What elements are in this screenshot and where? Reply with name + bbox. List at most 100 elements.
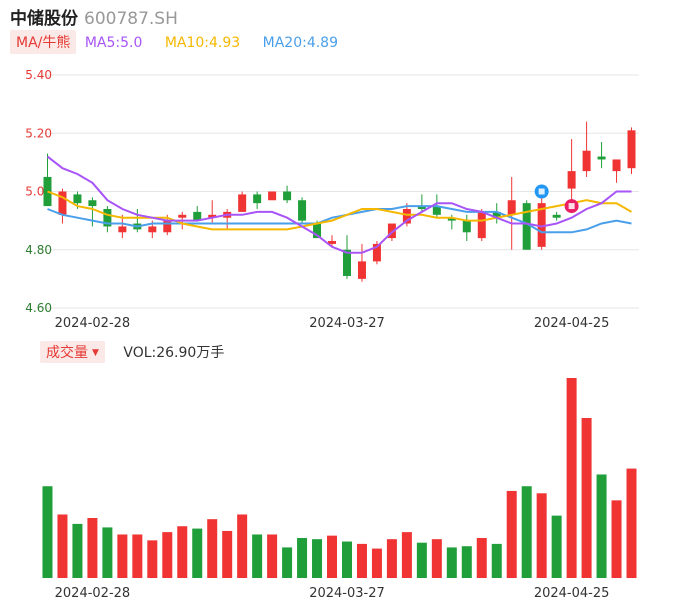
candle-body [313,223,322,239]
volume-bar [476,538,487,578]
candle-body [268,191,277,201]
event-marker-glyph [538,188,545,195]
candle-body [342,249,351,276]
volume-bar [551,515,562,578]
caret-down-icon: ▼ [92,348,99,358]
volume-bar [117,534,128,578]
volume-bar [72,523,83,578]
volume-bar [87,518,98,578]
volume-x-tick-label: 2024-03-27 [309,586,385,601]
volume-bar [42,486,53,578]
stock-header: 中储股份 600787.SH [10,4,178,29]
candle-body [537,203,546,247]
price-x-tick-label: 2024-02-28 [55,316,131,331]
volume-bar [446,547,457,578]
volume-bar [162,532,173,578]
candle-body [552,214,561,218]
candle-body [118,226,127,233]
candle-body [88,200,97,207]
candle-body [597,156,606,160]
ma20-line [47,205,632,234]
volume-bar [506,490,517,578]
candle-body [298,200,307,221]
volume-bar [237,514,248,578]
volume-bar [267,534,278,578]
volume-bar [222,530,233,578]
candle-body [447,217,456,221]
volume-bar [297,538,308,578]
volume-bar [626,468,637,578]
candle-body [432,206,441,215]
y-tick-label: 4.60 [25,301,52,315]
volume-bar [416,542,427,578]
volume-value: VOL:26.90万手 [123,345,225,361]
price-x-tick-label: 2024-04-25 [534,316,610,331]
ma-legend: MA/牛熊 MA5:5.0 MA10:4.93 MA20:4.89 [10,30,356,54]
ma5-line [46,155,632,254]
price-x-tick-label: 2024-03-27 [309,316,385,331]
volume-bar [536,493,547,578]
volume-bar [341,541,352,578]
ma10-label: MA10:4.93 [164,35,241,51]
candle-body [148,226,157,233]
volume-bar [386,539,397,578]
ma20-label: MA20:4.89 [262,35,338,51]
volume-bar [102,527,113,578]
candle-body [43,176,52,207]
stock-code: 600787.SH [84,9,178,29]
volume-indicator-selector[interactable]: 成交量 ▼ [40,341,105,363]
candle-body [178,214,187,218]
volume-x-tick-label: 2024-02-28 [55,586,131,601]
candle-body [417,206,426,209]
volume-bar [611,500,622,578]
volume-legend: 成交量 ▼ VOL:26.90万手 [40,341,224,363]
volume-bar [596,474,607,578]
event-marker-glyph [568,203,575,210]
volume-bar [312,539,323,578]
stock-name: 中储股份 [10,9,78,29]
volume-x-tick-label: 2024-04-25 [534,586,610,601]
candle-body [477,211,486,239]
candle-body [208,214,217,218]
y-tick-label: 5.20 [25,126,52,140]
volume-bar [491,543,502,578]
volume-selector-label: 成交量 [46,345,88,361]
volume-bar [461,546,472,578]
candle-body [567,171,576,189]
volume-bar [57,514,68,578]
volume-bar [252,534,263,578]
candle-body [582,150,591,172]
volume-bar [356,543,367,578]
volume-bar [177,526,188,578]
candle-body [372,243,381,262]
volume-bar [371,548,382,578]
volume-bar [147,540,158,578]
candle-body [283,191,292,201]
candle-body [103,208,112,227]
candle-body [387,223,396,239]
candle-body [357,261,366,279]
candle-body [462,220,471,233]
candle-body [492,211,501,218]
candle-body [612,159,621,172]
volume-bar [132,534,143,578]
volume-bar [282,547,293,578]
volume-bar [207,519,218,578]
y-tick-label: 4.80 [25,243,52,257]
candle-body [328,241,337,244]
volume-bar [327,535,338,578]
candle-body [627,130,636,169]
ma10-line [47,190,633,231]
candle-body [193,211,202,221]
volume-bar [401,532,412,578]
candle-body [73,194,82,204]
candle-body [163,220,172,233]
volume-bar [431,539,442,578]
volume-bar [192,528,203,578]
candle-body [238,194,247,212]
volume-bar [521,486,532,578]
ma-type-selector[interactable]: MA/牛熊 [10,30,77,54]
candle-body [58,191,67,215]
ma5-label: MA5:5.0 [84,35,143,51]
